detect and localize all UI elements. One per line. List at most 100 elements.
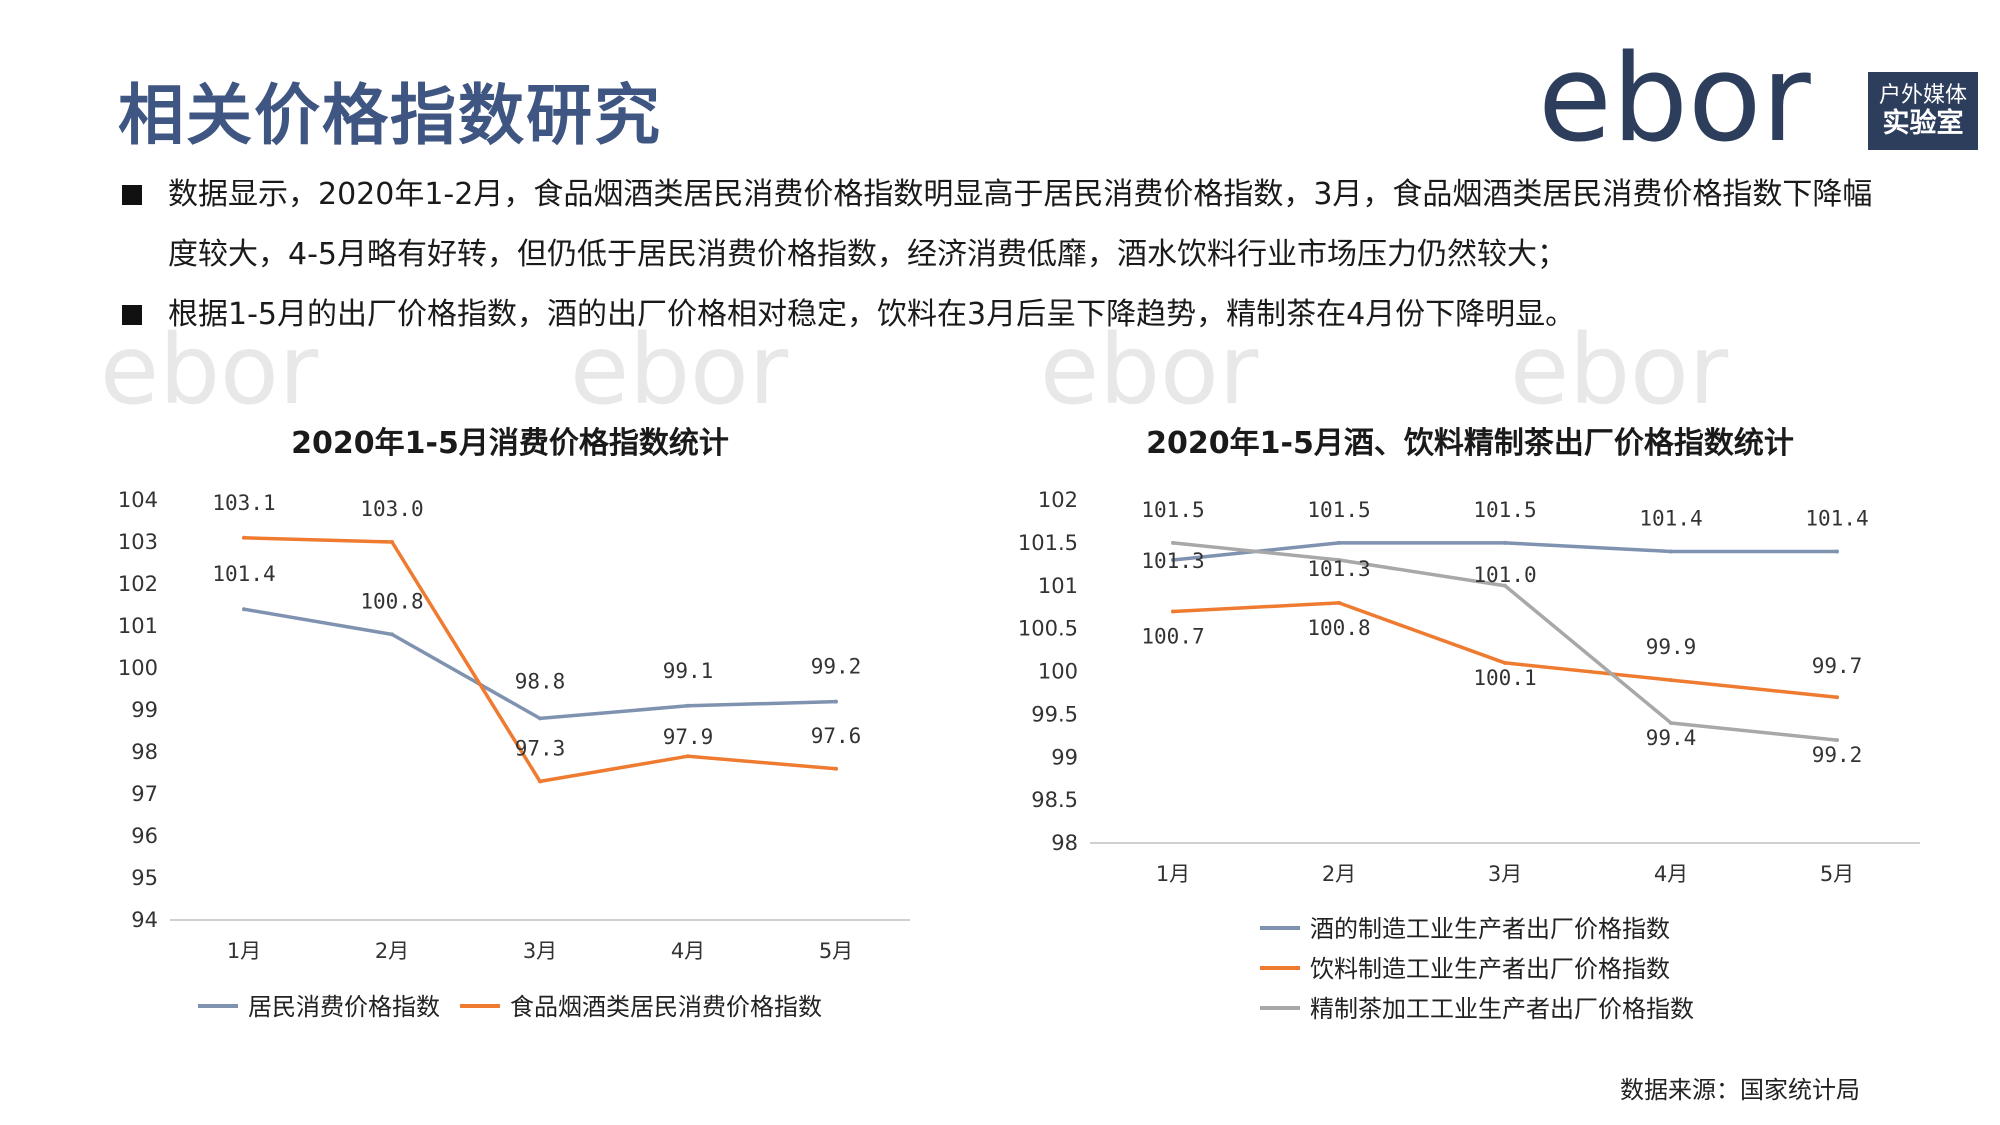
- bullet-square-icon: [122, 305, 142, 325]
- series-line: [243, 607, 837, 721]
- y-tick-label: 98.5: [1031, 788, 1078, 812]
- data-label: 100.1: [1473, 666, 1536, 690]
- data-point: [1669, 549, 1673, 554]
- y-tick-label: 101: [118, 614, 158, 638]
- data-label: 98.8: [515, 669, 566, 693]
- data-label: 101.5: [1141, 498, 1204, 522]
- watermark-mark: ebor: [1510, 318, 1729, 418]
- bullet-list: 数据显示，2020年1-2月，食品烟酒类居民消费价格指数明显高于居民消费价格指数…: [120, 165, 1880, 345]
- data-point: [834, 766, 838, 771]
- logo-badge-line1: 户外媒体: [1878, 82, 1967, 108]
- chart-title: 2020年1-5月酒、饮料精制茶出厂价格指数统计: [1146, 426, 1794, 461]
- y-tick-label: 101.5: [1018, 531, 1078, 555]
- data-point: [390, 540, 394, 544]
- y-tick-label: 99.5: [1031, 702, 1078, 726]
- legend-label: 居民消费价格指数: [248, 993, 440, 1021]
- data-label: 101.3: [1141, 549, 1204, 573]
- data-point: [1503, 540, 1507, 545]
- y-tick-label: 94: [131, 908, 158, 932]
- data-point: [834, 699, 838, 704]
- x-tick-label: 3月: [1488, 862, 1522, 886]
- y-tick-label: 98: [1051, 831, 1078, 855]
- logo-badge-line2: 实验室: [1882, 108, 1964, 140]
- y-tick-label: 104: [118, 488, 158, 512]
- data-label: 97.3: [515, 736, 566, 760]
- y-tick-label: 102: [1038, 488, 1078, 512]
- data-point: [1171, 558, 1175, 563]
- x-tick-label: 1月: [227, 939, 261, 963]
- bullet-item: 数据显示，2020年1-2月，食品烟酒类居民消费价格指数明显高于居民消费价格指数…: [120, 165, 1880, 285]
- legend-label: 饮料制造工业生产者出厂价格指数: [1310, 955, 1670, 983]
- data-label: 101.4: [1805, 506, 1868, 530]
- x-tick-label: 4月: [1654, 862, 1688, 886]
- data-label: 103.1: [212, 491, 275, 515]
- watermark: ebor ebor ebor ebor: [100, 318, 1729, 418]
- consumer-price-chart: 2020年1-5月消费价格指数统计 94 95 96 97 98 99 100 101 102 1…: [110, 418, 910, 1028]
- bullet-item: 根据1-5月的出厂价格指数，酒的出厂价格相对稳定，饮料在3月后呈下降趋势，精制茶…: [120, 285, 1880, 345]
- data-point: [1835, 695, 1839, 700]
- data-point: [538, 716, 542, 721]
- y-tick-label: 95: [131, 866, 158, 890]
- watermark-mark: ebor: [1040, 318, 1259, 418]
- x-tick-label: 4月: [671, 939, 705, 963]
- x-tick-label: 5月: [1820, 862, 1854, 886]
- data-point: [1835, 549, 1839, 554]
- data-label: 100.7: [1141, 624, 1204, 648]
- data-label: 99.1: [663, 659, 714, 683]
- legend-label: 食品烟酒类居民消费价格指数: [510, 993, 822, 1021]
- logo-wordmark: ebor: [1538, 48, 1811, 158]
- x-tick-label: 1月: [1156, 862, 1190, 886]
- factory-price-chart: 2020年1-5月酒、饮料精制茶出厂价格指数统计 98 98.5 99 99.5 100…: [1010, 418, 1930, 1028]
- y-tick-label: 102: [118, 572, 158, 596]
- bullet-text: 根据1-5月的出厂价格指数，酒的出厂价格相对稳定，饮料在3月后呈下降趋势，精制茶…: [168, 297, 1576, 332]
- data-point: [1171, 609, 1175, 614]
- data-label: 100.8: [1307, 616, 1370, 640]
- data-point: [1503, 660, 1507, 665]
- y-tick-label: 99: [131, 698, 158, 722]
- legend-label: 酒的制造工业生产者出厂价格指数: [1310, 915, 1670, 943]
- data-label: 99.7: [1812, 654, 1863, 678]
- y-tick-label: 100.5: [1018, 617, 1078, 641]
- data-label: 101.0: [1473, 563, 1536, 587]
- data-point: [390, 632, 394, 637]
- watermark-mark: ebor: [570, 318, 789, 418]
- x-tick-label: 2月: [375, 939, 409, 963]
- data-label: 97.6: [811, 724, 862, 748]
- data-label: 100.8: [360, 589, 423, 613]
- data-label: 97.9: [663, 725, 714, 749]
- data-point: [538, 779, 542, 784]
- chart-title: 2020年1-5月消费价格指数统计: [291, 426, 729, 461]
- page-title: 相关价格指数研究: [118, 77, 662, 154]
- x-tick-label: 3月: [523, 939, 557, 963]
- data-label: 99.4: [1646, 726, 1697, 750]
- chart-svg: 94 95 96 97 98 99 100 101 102 103 104 1月 2月 3月 4月 5月 101…: [118, 488, 910, 1021]
- data-point: [686, 754, 690, 759]
- x-tick-label: 5月: [819, 939, 853, 963]
- data-point: [1337, 558, 1341, 563]
- data-point: [1503, 583, 1507, 588]
- bullet-square-icon: [122, 185, 142, 205]
- data-label: 99.9: [1646, 635, 1697, 659]
- data-label: 103.0: [360, 497, 423, 521]
- y-tick-label: 103: [118, 530, 158, 554]
- bullet-text: 数据显示，2020年1-2月，食品烟酒类居民消费价格指数明显高于居民消费价格指数…: [168, 177, 1873, 272]
- data-label: 101.4: [212, 562, 275, 586]
- y-tick-label: 101: [1038, 574, 1078, 598]
- data-label: 99.2: [1812, 743, 1863, 767]
- logo-badge: 户外媒体 实验室: [1868, 72, 1978, 150]
- data-point: [242, 535, 246, 540]
- data-label: 101.5: [1473, 498, 1536, 522]
- data-point: [1337, 540, 1341, 545]
- data-point: [1171, 540, 1175, 545]
- data-point: [242, 607, 246, 612]
- data-point: [686, 703, 690, 708]
- x-tick-label: 2月: [1322, 862, 1356, 886]
- watermark-mark: ebor: [100, 318, 319, 418]
- legend-label: 精制茶加工工业生产者出厂价格指数: [1310, 995, 1694, 1023]
- y-tick-label: 97: [131, 782, 158, 806]
- y-tick-label: 100: [1038, 660, 1078, 684]
- data-label: 101.4: [1639, 506, 1702, 530]
- y-tick-label: 98: [131, 740, 158, 764]
- data-point: [1337, 600, 1341, 605]
- data-point: [1669, 720, 1673, 725]
